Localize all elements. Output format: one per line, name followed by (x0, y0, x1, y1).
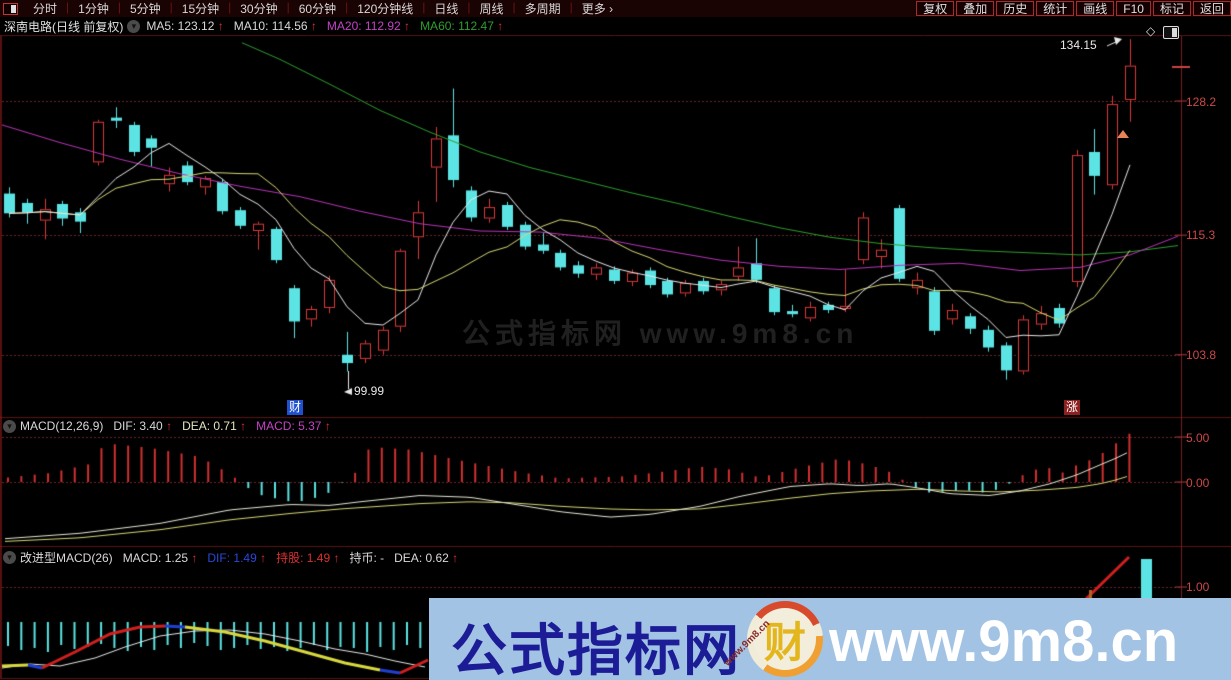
high-price-annotation: 134.15 (1060, 38, 1097, 52)
ma-label-0: MA5: 123.12 ↑ (146, 19, 224, 33)
price-axis-label-0: 128.2 (1186, 95, 1217, 109)
menu-item-2[interactable]: 5分钟 (129, 2, 161, 16)
ma-label-2: MA20: 112.92 ↑ (326, 19, 411, 33)
menu-item-1[interactable]: 1分钟 (78, 2, 109, 16)
menu-item-3[interactable]: 15分钟 (181, 2, 220, 16)
buy-triangle-marker (1117, 130, 1129, 138)
menu-separator: | (345, 0, 349, 14)
info-bar: 深南电路(日线 前复权) ▾ MA5: 123.12 ↑ MA10: 114.56… (0, 17, 1231, 35)
up-arrow-icon: ↑ (307, 19, 317, 33)
menu-item-0[interactable]: 分时 (33, 2, 58, 16)
custom-macd-values: 改进型MACD(26) MACD: 1.25 ↑ DIF: 1.49 ↑ 持股: 1.… (20, 549, 468, 566)
up-arrow-icon: ↑ (448, 551, 459, 565)
menu-separator: | (228, 0, 232, 14)
zhang-signal-badge: 涨 (1064, 400, 1080, 415)
macd-label-2: DEA: 0.71 ↑ (182, 419, 247, 433)
cai-signal-badge: 财 (287, 400, 303, 415)
macd-axis-label-0: 5.00 (1186, 431, 1210, 445)
menu-separator: | (569, 0, 573, 14)
top-menu-bar: 分时 | 1分钟 | 5分钟 | 15分钟 | 30分钟 | 60分钟 | 120分钟线 | 日线 | 周线 | 多… (0, 0, 1231, 18)
macd-axis-label-1: 0.00 (1186, 476, 1210, 490)
up-arrow-icon: ↑ (256, 551, 267, 565)
up-arrow-icon: ↑ (400, 19, 411, 33)
pane-layout-icon[interactable] (1163, 26, 1179, 39)
toolbar-button-7[interactable]: 返回 (1192, 1, 1231, 16)
menu-separator: | (467, 0, 471, 14)
macd-values: MACD(12,26,9) DIF: 3.40 ↑ DEA: 0.71 ↑ MACD:… (20, 419, 341, 433)
chevron-down-icon[interactable]: ▾ (3, 419, 16, 433)
toolbar-button-3[interactable]: 统计 (1036, 1, 1075, 16)
custom-macd-label-1: MACD: 1.25 ↑ (122, 551, 198, 565)
up-arrow-icon: ↑ (493, 19, 504, 33)
custom-macd-label-0: 改进型MACD(26) (20, 551, 113, 565)
toolbar-button-0[interactable]: 复权 (916, 1, 955, 16)
menu-item-9[interactable]: 多周期 (524, 2, 561, 16)
menu-item-7[interactable]: 日线 (434, 2, 459, 16)
custom-macd-pane-header: ▾ 改进型MACD(26) MACD: 1.25 ↑ DIF: 1.49 ↑ 持股: … (0, 549, 468, 566)
up-arrow-icon: ↑ (321, 419, 331, 433)
price-axis-label-2: 103.8 (1186, 348, 1217, 362)
toolbar-button-4[interactable]: 画线 (1076, 1, 1115, 16)
menu-separator: | (66, 0, 70, 14)
ma-label-1: MA10: 114.56 ↑ (233, 19, 317, 33)
macd-label-1: DIF: 3.40 ↑ (113, 419, 173, 433)
custom-macd-label-5: DEA: 0.62 ↑ (394, 551, 459, 565)
menu-item-6[interactable]: 120分钟线 (357, 2, 414, 16)
banner-site-name: 公式指标网 (451, 619, 741, 680)
menu-separator: | (169, 0, 173, 14)
macd-pane-header: ▾ MACD(12,26,9) DIF: 3.40 ↑ DEA: 0.71 ↑ MAC… (0, 419, 341, 433)
toolbar-buttons: 复权 叠加 历史 统计 画线 F10 标记 返回 (914, 1, 1231, 16)
up-arrow-icon: ↑ (214, 19, 224, 33)
ma-values: MA5: 123.12 ↑ MA10: 114.56 ↑ MA20: 112.92 … (146, 19, 513, 33)
up-arrow-icon: ↑ (188, 551, 198, 565)
menu-item-10[interactable]: 更多 › (581, 2, 614, 16)
banner-logo-icon: 财 (747, 601, 823, 677)
macd-label-3: MACD: 5.37 ↑ (256, 419, 331, 433)
low-price-annotation: 99.99 (354, 384, 385, 398)
menu-separator: | (512, 0, 516, 14)
custom-axis-label: 1.00 (1186, 580, 1210, 594)
menu-separator: | (117, 0, 121, 14)
menu-separator: | (422, 0, 426, 14)
period-menu: 分时 | 1分钟 | 5分钟 | 15分钟 | 30分钟 | 60分钟 | 120分钟线 | 日线 | 周线 | 多… (24, 0, 622, 17)
toolbar-button-1[interactable]: 叠加 (956, 1, 995, 16)
menu-item-5[interactable]: 60分钟 (298, 2, 337, 16)
banner-url: www.9m8.cn (829, 609, 1179, 674)
up-arrow-icon: ↑ (162, 419, 173, 433)
custom-macd-label-2: DIF: 1.49 ↑ (207, 551, 267, 565)
macd-label-0: MACD(12,26,9) (20, 419, 104, 433)
menu-item-8[interactable]: 周线 (479, 2, 504, 16)
ma-label-3: MA60: 112.47 ↑ (420, 19, 504, 33)
toolbar-button-5[interactable]: F10 (1116, 1, 1151, 16)
custom-macd-label-4: 持币: - (349, 551, 385, 565)
chart-watermark: 公式指标网 www.9m8.cn (462, 318, 859, 349)
ad-banner[interactable]: 公式指标网 财 www.9m8.cn www.9m8.cn (429, 598, 1231, 680)
custom-macd-label-3: 持股: 1.49 ↑ (276, 551, 340, 565)
menu-item-4[interactable]: 30分钟 (240, 2, 278, 16)
stock-title[interactable]: 深南电路(日线 前复权) (4, 19, 124, 34)
menu-separator: | (286, 0, 290, 14)
toolbar-button-6[interactable]: 标记 (1152, 1, 1191, 16)
app-icon[interactable] (3, 2, 18, 15)
up-arrow-icon: ↑ (236, 419, 247, 433)
toolbar-button-2[interactable]: 历史 (996, 1, 1035, 16)
chevron-down-icon[interactable]: ▾ (3, 551, 16, 564)
chevron-down-icon[interactable]: ▾ (127, 19, 141, 33)
up-arrow-icon: ↑ (330, 551, 340, 565)
diamond-icon[interactable]: ◇ (1146, 24, 1156, 38)
price-axis-label-1: 115.3 (1186, 228, 1216, 242)
